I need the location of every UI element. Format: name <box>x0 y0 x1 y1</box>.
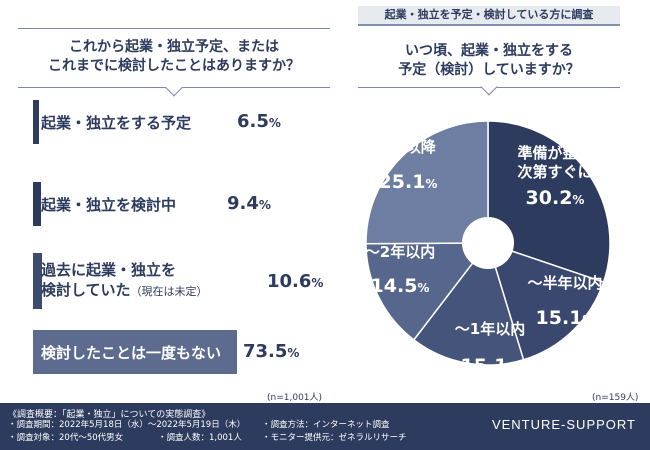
left-question-text: これから起業・独立予定、または これまでに検討したことはありますか？ <box>18 38 330 76</box>
bar-label-2: 過去に起業・独立を 検討していた（現在は未定） <box>41 261 208 299</box>
pie-label-0-line2: 次第すぐに <box>517 163 592 181</box>
footer: 《調査概要：「起業・独立」についての実態調査》 ・調査期間：2022年5月18日… <box>0 403 650 450</box>
question-top-rule <box>18 28 330 29</box>
pie-value-1: 15.1% <box>536 307 595 329</box>
bar-row-1: 起業・独立を検討中 9.4% <box>33 182 333 226</box>
left-question: これから起業・独立予定、または これまでに検討したことはありますか？ <box>18 28 330 97</box>
survey-title: 《調査概要：「起業・独立」についての実態調査》 <box>8 410 211 420</box>
left-sample-size: (n=1,001人) <box>267 393 323 403</box>
right-question-line2: 予定（検討）していますか？ <box>398 62 580 78</box>
brand-logo: VENTURE-SUPPORT <box>491 417 636 432</box>
pie-value-2: 15.1% <box>461 355 520 377</box>
pie-label-4-line1: 3年以降 <box>380 138 436 156</box>
bar-label-1: 起業・独立を検討中 <box>41 196 177 214</box>
pie-value-0: 30.2% <box>526 187 585 209</box>
pie-label-0-line1: 準備が整い <box>517 144 592 162</box>
bar-0 <box>33 100 39 144</box>
left-question-line2: これまでに検討したことはありますか？ <box>48 58 300 74</box>
pie-label-1-line1: 〜半年以内 <box>527 274 602 292</box>
bar-value-0: 6.5% <box>237 111 281 132</box>
right-sample-size: (n=159人) <box>592 393 639 403</box>
survey-period: ・調査期間：2022年5月18日（水）〜2022年5月19日（木） <box>8 420 246 430</box>
bar-1 <box>33 182 41 226</box>
bar-row-3: 検討したことは一度もない 73.5% <box>33 330 333 374</box>
bar-chart: 起業・独立をする予定 6.5% 起業・独立を検討中 9.4% 過去に起業・独立を… <box>33 100 333 390</box>
right-subtitle-tag: 起業・独立を予定・検討している方に調査 <box>358 6 620 26</box>
pie-label-3-line1: 〜2年以内 <box>365 243 435 261</box>
pie-slice-2 <box>412 241 525 366</box>
bar-value-2: 10.6% <box>267 271 324 292</box>
right-question: いつ頃、起業・独立をする 予定（検討）していますか？ <box>358 36 620 96</box>
chevron-down-icon <box>165 79 183 97</box>
right-question-text: いつ頃、起業・独立をする 予定（検討）していますか？ <box>358 42 620 80</box>
pie-slice-4 <box>365 120 489 245</box>
pie-slice-0 <box>487 120 611 284</box>
bar-2 <box>33 253 42 309</box>
survey-target: ・調査対象：20代〜50代男女 <box>8 433 124 443</box>
bar-label-3: 検討したことは一度もない <box>41 344 222 362</box>
survey-count: ・調査人数：1,001人 <box>158 433 242 443</box>
bar-3 <box>33 330 237 374</box>
left-question-line1: これから起業・独立予定、または <box>69 39 279 55</box>
bar-value-1: 9.4% <box>227 193 271 214</box>
pie-value-4: 25.1% <box>379 171 438 193</box>
pie-label-2-line1: 〜1年以内 <box>455 320 525 338</box>
pie-slice-1 <box>486 241 605 361</box>
survey-provider: ・モニター提供元：ゼネラルリサーチ <box>262 433 407 443</box>
chevron-down-icon <box>480 78 498 96</box>
bar-row-2: 過去に起業・独立を 検討していた（現在は未定） 10.6% <box>33 253 333 309</box>
bar-label-0: 起業・独立をする予定 <box>41 114 192 132</box>
pie-center-hole <box>462 217 514 269</box>
survey-method: ・調査方法：インターネット調査 <box>262 420 390 430</box>
bar-row-0: 起業・独立をする予定 6.5% <box>33 100 333 144</box>
pie-slice-3 <box>365 242 490 341</box>
right-question-line1: いつ頃、起業・独立をする <box>405 43 573 59</box>
bar-value-3: 73.5% <box>243 341 300 362</box>
pie-value-3: 14.5% <box>371 275 430 297</box>
